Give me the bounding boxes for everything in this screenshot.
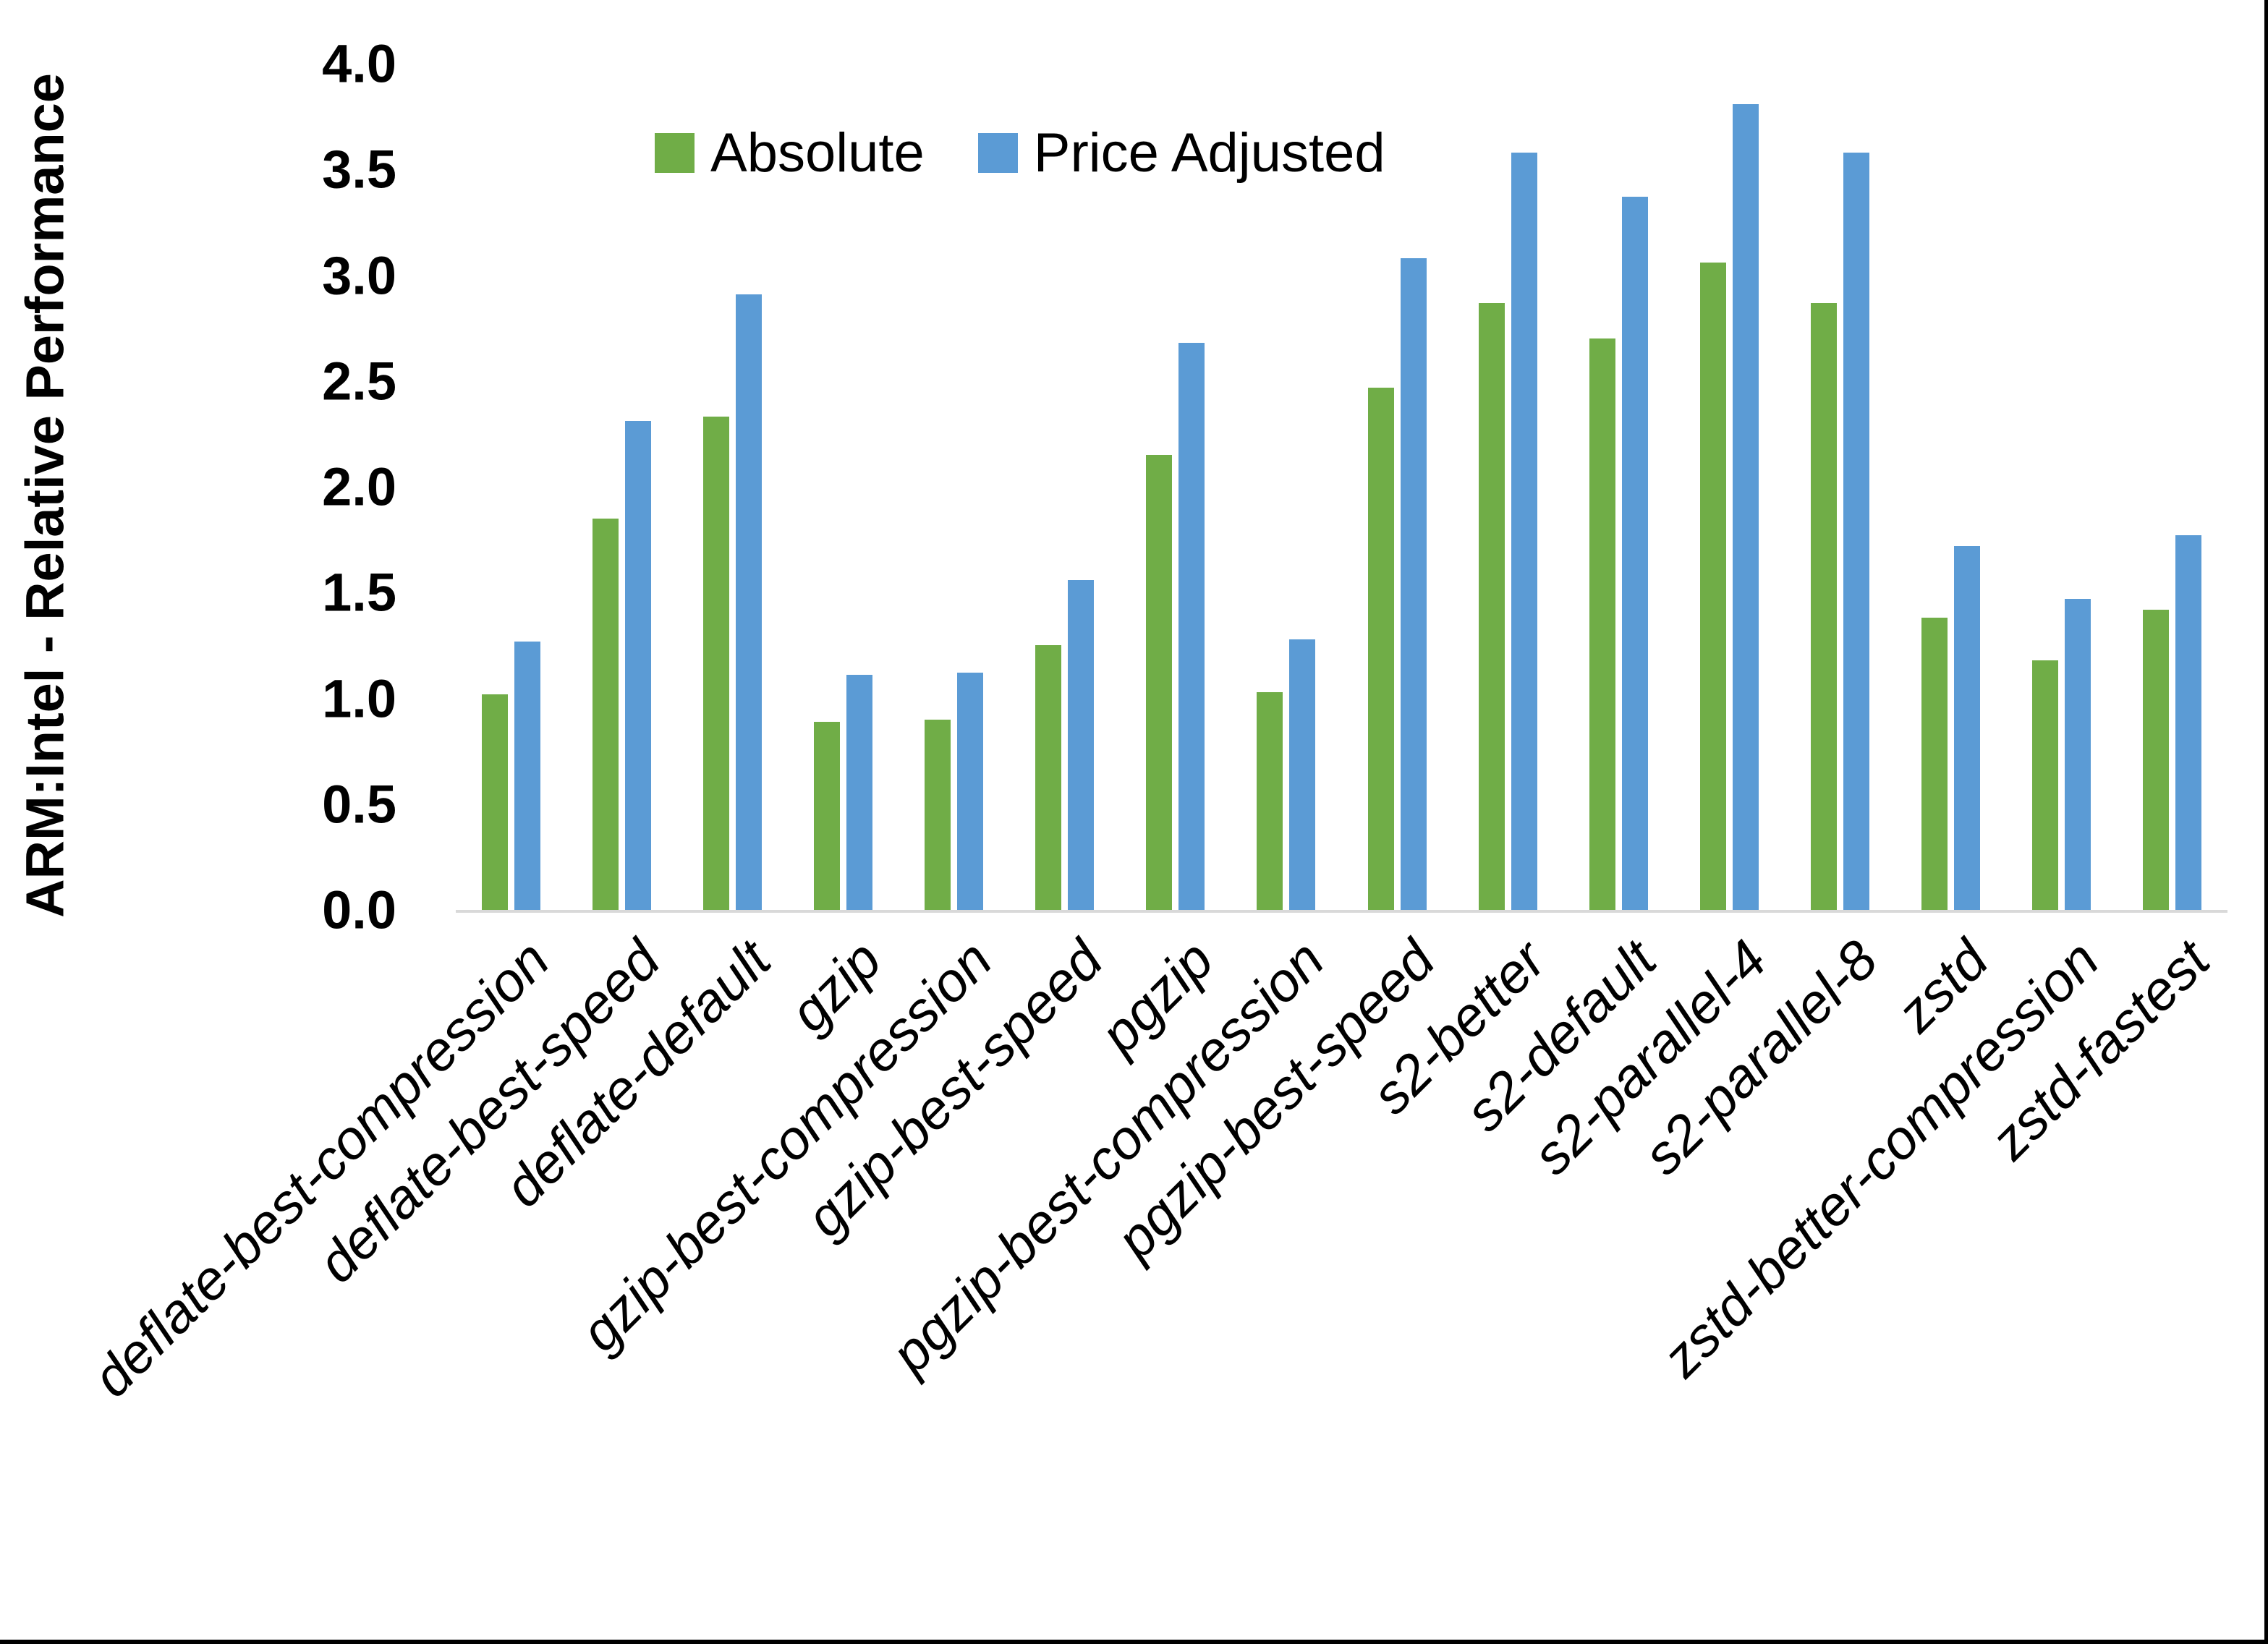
x-axis-label-deflate-best-compression: deflate-best-compression <box>80 929 561 1409</box>
y-axis-tick-label: 2.0 <box>322 456 396 517</box>
bar-price-adjusted-zstd-fastest <box>2175 535 2201 910</box>
bar-absolute-pgzip-best-compression <box>1257 692 1283 910</box>
legend-swatch-icon <box>977 133 1018 173</box>
window-border-bottom <box>0 1640 2268 1644</box>
bar-price-adjusted-pgzip <box>1178 343 1205 910</box>
bar-absolute-s2-better <box>1479 303 1505 910</box>
y-axis-tick-label: 3.0 <box>322 245 396 305</box>
bar-price-adjusted-s2-default <box>1622 197 1648 910</box>
x-axis-line <box>456 910 2227 913</box>
y-axis-tick-label: 2.5 <box>322 351 396 412</box>
bar-price-adjusted-s2-better <box>1511 153 1537 910</box>
bar-price-adjusted-gzip-best-speed <box>1068 580 1094 910</box>
legend-label: Price Adjusted <box>1033 122 1385 184</box>
bar-price-adjusted-s2-parallel-4 <box>1733 104 1759 910</box>
legend-swatch-icon <box>655 133 695 173</box>
legend: Absolute Price Adjusted <box>655 122 1385 184</box>
bar-absolute-s2-parallel-8 <box>1811 303 1837 910</box>
y-axis-tick-label: 0.5 <box>322 774 396 835</box>
bar-price-adjusted-pgzip-best-compression <box>1289 639 1315 910</box>
bar-absolute-gzip <box>814 722 840 910</box>
legend-item-price-adjusted: Price Adjusted <box>977 122 1385 184</box>
bar-absolute-deflate-best-speed <box>593 519 619 910</box>
bar-price-adjusted-s2-parallel-8 <box>1843 153 1869 910</box>
y-axis-tick-label: 0.0 <box>322 880 396 940</box>
bar-absolute-deflate-default <box>703 417 729 910</box>
bar-absolute-pgzip-best-speed <box>1368 388 1394 910</box>
bar-absolute-pgzip <box>1146 455 1172 910</box>
bar-absolute-zstd <box>1921 618 1948 910</box>
y-axis-tick-label: 1.0 <box>322 668 396 728</box>
bar-price-adjusted-gzip-best-compression <box>957 673 983 910</box>
bar-price-adjusted-zstd <box>1954 546 1980 910</box>
bar-absolute-zstd-fastest <box>2143 610 2169 910</box>
bar-price-adjusted-pgzip-best-speed <box>1401 258 1427 910</box>
bar-price-adjusted-deflate-best-speed <box>625 421 651 910</box>
legend-item-absolute: Absolute <box>655 122 925 184</box>
bar-price-adjusted-gzip <box>846 675 872 910</box>
bar-absolute-gzip-best-compression <box>925 720 951 910</box>
bar-absolute-s2-parallel-4 <box>1700 263 1726 910</box>
bar-absolute-gzip-best-speed <box>1035 645 1061 910</box>
y-axis-tick-label: 4.0 <box>322 33 396 94</box>
bar-absolute-zstd-better-compression <box>2032 660 2058 910</box>
bar-absolute-deflate-best-compression <box>482 694 508 910</box>
bar-price-adjusted-deflate-default <box>736 294 762 910</box>
window-border-right <box>2264 0 2268 1644</box>
bar-price-adjusted-zstd-better-compression <box>2065 599 2091 910</box>
y-axis-tick-label: 1.5 <box>322 562 396 623</box>
bar-price-adjusted-deflate-best-compression <box>514 642 540 910</box>
bar-absolute-s2-default <box>1589 338 1615 910</box>
y-axis-title: ARM:Intel - Relative Performance <box>14 73 75 918</box>
y-axis-tick-label: 3.5 <box>322 139 396 200</box>
legend-label: Absolute <box>710 122 925 184</box>
